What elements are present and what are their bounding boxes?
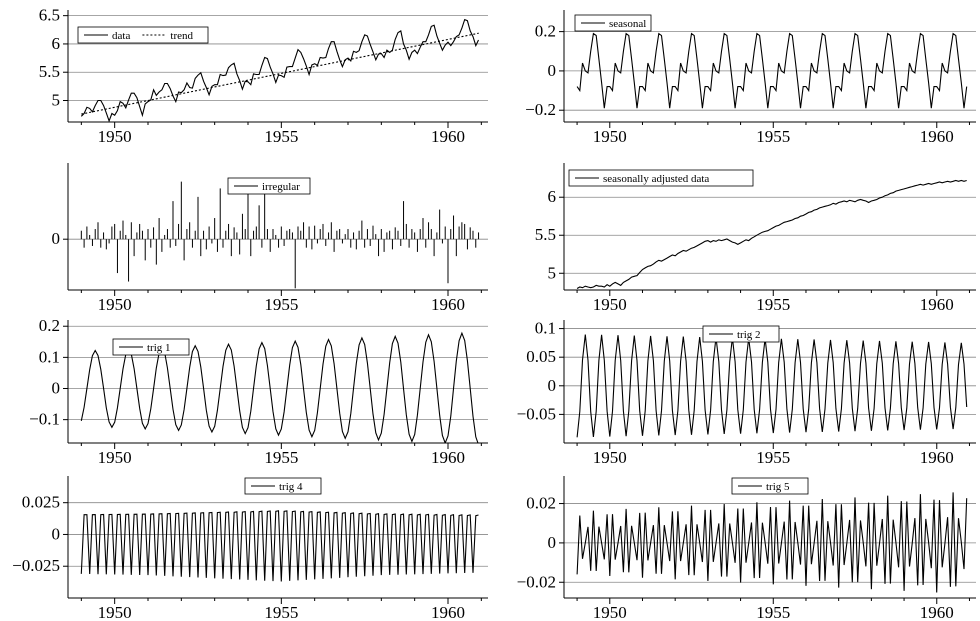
x-tick-label: 1960 (920, 448, 954, 467)
x-tick-label: 1955 (756, 295, 790, 314)
panel-data-trend: 5 5.5 6 6.5 1950 1955 1960 data trend (39, 6, 488, 146)
legend-label: data (112, 30, 130, 42)
y-tick-label: 0.1 (535, 319, 556, 338)
legend-box (731, 477, 809, 495)
legend-label: trig 4 (279, 481, 303, 493)
panel-seasonally-adjusted: 5 5.5 6 1950 1955 1960 seasonally adjusted dat… (535, 163, 976, 314)
x-tick-label: 1960 (431, 448, 465, 467)
y-tick-label: 6.5 (39, 6, 60, 25)
x-tick-label: 1950 (593, 295, 627, 314)
x-tick-label: 1955 (264, 127, 298, 146)
legend-box (574, 14, 652, 32)
x-tick-label: 1950 (98, 127, 132, 146)
legend-box (112, 338, 190, 356)
x-tick-label: 1950 (98, 295, 132, 314)
y-tick-label: 0 (52, 379, 61, 398)
y-tick-label: −0.1 (29, 410, 60, 429)
legend-label: seasonal (609, 18, 646, 30)
series-line-trig-1 (80, 331, 479, 443)
y-tick-label: −0.025 (12, 556, 60, 575)
series-line-seasonally-adjusted-data (576, 179, 967, 289)
x-tick-label: 1950 (98, 448, 132, 467)
x-tick-label: 1960 (920, 127, 954, 146)
y-tick-label: 5.5 (535, 225, 556, 244)
y-tick-label: −0.05 (517, 404, 556, 423)
x-tick-label: 1955 (756, 603, 790, 621)
y-tick-label: 5 (548, 263, 557, 282)
y-tick-label: 5.5 (39, 62, 60, 81)
legend-box (568, 169, 754, 187)
y-tick-label: 6 (52, 34, 61, 53)
y-tick-label: −0.02 (517, 572, 556, 591)
legend-label: trig 1 (147, 342, 171, 354)
panel-trig1: −0.1 0 0.1 0.2 1950 1955 1960 trig 1 (29, 316, 488, 467)
legend-box (244, 477, 322, 495)
x-tick-label: 1960 (920, 603, 954, 621)
legend: seasonal (574, 14, 652, 32)
legend-label: trig 5 (766, 481, 790, 493)
panel-irregular: 0 1950 1955 1960 irregular (52, 163, 488, 314)
x-tick-label: 1950 (593, 603, 627, 621)
series-line-seasonal (576, 32, 968, 109)
y-tick-label: 0 (548, 61, 557, 80)
x-tick-label: 1960 (920, 295, 954, 314)
x-tick-label: 1955 (756, 448, 790, 467)
y-tick-label: 0.05 (526, 347, 556, 366)
x-tick-label: 1955 (264, 448, 298, 467)
x-tick-label: 1955 (264, 603, 298, 621)
x-tick-label: 1950 (593, 127, 627, 146)
series-line-data (80, 18, 479, 122)
y-tick-label: 6 (548, 187, 557, 206)
x-tick-label: 1960 (431, 295, 465, 314)
series-line-trig-4 (80, 510, 479, 582)
legend: data trend (77, 26, 209, 44)
panel-trig5: −0.02 0 0.02 1950 1955 1960 trig 5 (517, 476, 976, 621)
legend: seasonally adjusted data (568, 169, 754, 187)
legend-label: seasonally adjusted data (603, 173, 709, 185)
x-tick-label: 1960 (431, 603, 465, 621)
y-tick-label: 0 (548, 533, 557, 552)
legend-label: trend (170, 30, 193, 42)
y-tick-label: −0.2 (525, 100, 556, 119)
legend: trig 1 (112, 338, 190, 356)
y-tick-label: 0.2 (535, 22, 556, 41)
legend-box (702, 325, 780, 343)
legend: trig 5 (731, 477, 809, 495)
series-line-trig-5 (576, 492, 968, 593)
y-tick-label: 0 (548, 376, 557, 395)
legend: irregular (227, 177, 311, 195)
legend: trig 4 (244, 477, 322, 495)
panel-seasonal: −0.2 0 0.2 1950 1955 1960 seasonal (525, 10, 976, 146)
series-line-trig-2 (576, 334, 968, 438)
x-tick-label: 1950 (98, 603, 132, 621)
legend-label: irregular (262, 181, 300, 193)
panel-trig4: −0.025 0 0.025 1950 1955 1960 trig 4 (12, 476, 488, 621)
x-tick-label: 1955 (756, 127, 790, 146)
x-tick-label: 1960 (431, 127, 465, 146)
y-tick-label: 0 (52, 524, 61, 543)
x-tick-label: 1950 (593, 448, 627, 467)
y-tick-label: 0.1 (39, 347, 60, 366)
y-tick-label: 0.2 (39, 316, 60, 335)
y-tick-label: 5 (52, 91, 61, 110)
y-tick-label: 0.025 (22, 493, 60, 512)
series-line-trend (81, 32, 479, 115)
x-tick-label: 1955 (264, 295, 298, 314)
legend-box (227, 177, 311, 195)
legend-label: trig 2 (737, 329, 761, 341)
y-tick-label: 0 (52, 229, 61, 248)
panel-trig2: −0.05 0 0.05 0.1 1950 1955 1960 trig 2 (517, 319, 976, 467)
y-tick-label: 0.02 (526, 494, 556, 513)
legend: trig 2 (702, 325, 780, 343)
